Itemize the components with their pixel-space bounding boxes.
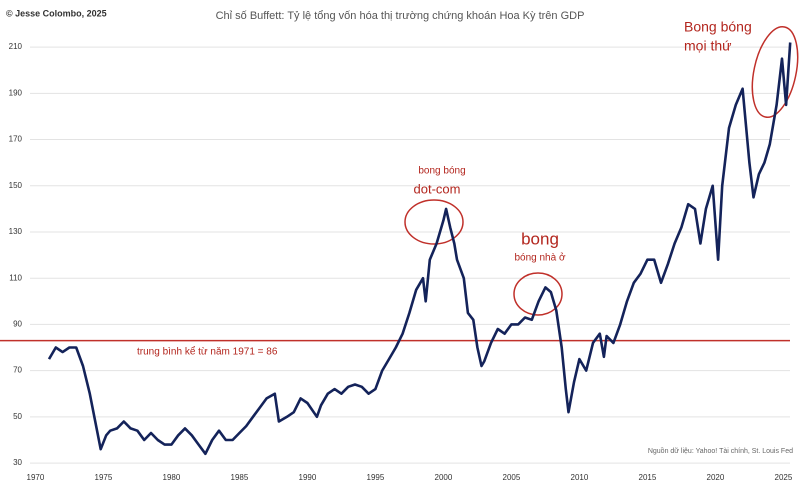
annotation: bong bóng [418, 166, 465, 177]
y-tick-label: 90 [13, 320, 22, 329]
y-tick-label: 110 [9, 273, 22, 282]
annotation: dot-com [414, 181, 461, 196]
y-tick-label: 30 [13, 458, 22, 467]
y-tick-label: 130 [9, 227, 23, 236]
mean-label: trung bình kể từ năm 1971 = 86 [137, 346, 278, 358]
y-tick-label: 170 [9, 135, 23, 144]
annotation: bong [521, 229, 559, 248]
x-tick-label: 2015 [639, 473, 657, 482]
highlight-circle [751, 26, 799, 118]
y-tick-label: 190 [9, 88, 23, 97]
source: Nguồn dữ liệu: Yahoo! Tài chính, St. Lou… [648, 446, 793, 455]
y-tick-label: 70 [13, 366, 22, 375]
x-tick-label: 2000 [435, 473, 453, 482]
x-tick-label: 1975 [95, 473, 113, 482]
annotation: Bong bóng [684, 19, 752, 35]
y-tick-label: 50 [13, 412, 22, 421]
x-tick-label: 1980 [163, 473, 181, 482]
x-tick-label: 2020 [707, 473, 725, 482]
credit: © Jesse Colombo, 2025 [6, 8, 107, 18]
y-tick-label: 210 [9, 42, 23, 51]
x-tick-label: 1995 [367, 473, 385, 482]
y-tick-label: 150 [9, 181, 23, 190]
x-tick-label: 2005 [503, 473, 521, 482]
highlight-circle [404, 199, 464, 245]
x-tick-label: 1985 [231, 473, 249, 482]
highlight-circle [513, 272, 563, 316]
x-tick-label: 2010 [571, 473, 589, 482]
annotation: bóng nhà ở [514, 252, 565, 264]
chart-title: Chỉ số Buffett: Tỷ lệ tổng vốn hóa thị t… [216, 10, 585, 22]
data-line [47, 42, 792, 456]
annotation: mọi thứ [684, 38, 732, 54]
x-tick-label: 1990 [299, 473, 317, 482]
x-tick-label: 2025 [775, 473, 793, 482]
x-tick-label: 1970 [27, 473, 45, 482]
